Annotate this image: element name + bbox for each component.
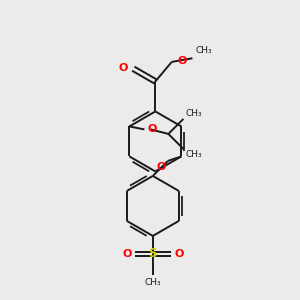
Text: O: O	[174, 249, 183, 259]
Text: CH₃: CH₃	[185, 150, 202, 159]
Text: O: O	[118, 63, 128, 73]
Text: O: O	[156, 162, 166, 172]
Text: O: O	[122, 249, 132, 259]
Text: O: O	[177, 56, 187, 66]
Text: CH₃: CH₃	[196, 46, 212, 55]
Text: S: S	[148, 248, 157, 260]
Text: CH₃: CH₃	[145, 278, 161, 287]
Text: CH₃: CH₃	[185, 109, 202, 118]
Text: O: O	[148, 124, 157, 134]
